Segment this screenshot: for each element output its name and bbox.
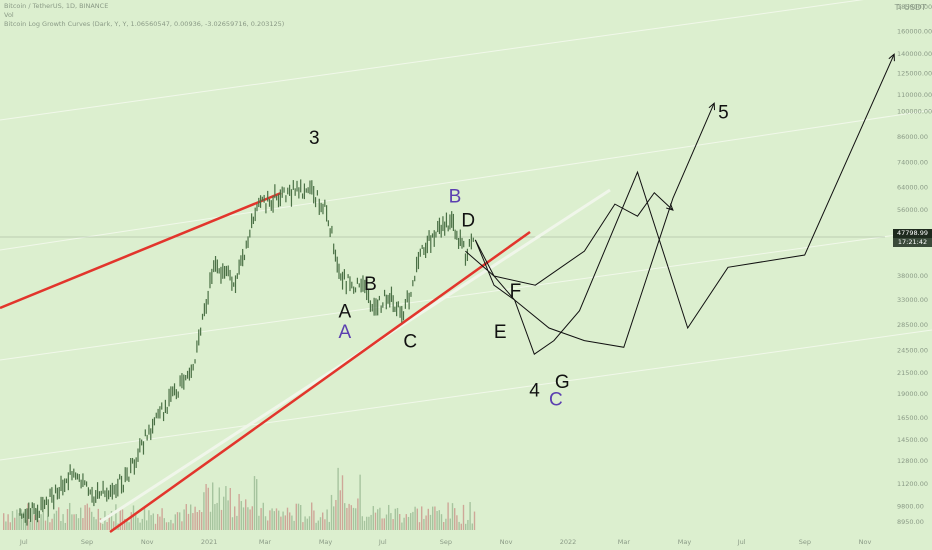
- wave-label-10: C: [549, 389, 563, 410]
- y-tick-label-14: 21500.00: [897, 369, 928, 377]
- top-right-label: Ti USDT: [894, 3, 926, 12]
- wave-label-8: E: [494, 322, 507, 343]
- wave-label-12: 5: [718, 102, 729, 123]
- y-tick-label-5: 100000.00: [897, 107, 932, 115]
- x-tick-label-11: May: [678, 538, 692, 546]
- x-tick-label-3: 2021: [201, 538, 218, 546]
- x-tick-label-5: May: [319, 538, 333, 546]
- y-tick-label-3: 125000.00: [897, 69, 932, 77]
- symbol-line: Bitcoin / TetherUS, 1D, BINANCE: [4, 2, 109, 10]
- x-tick-label-1: Sep: [81, 538, 93, 546]
- growth-band-0: [0, 0, 864, 121]
- y-tick-label-21: 8950.00: [897, 518, 924, 526]
- y-tick-label-6: 86000.00: [897, 133, 928, 141]
- y-tick-label-8: 64000.00: [897, 183, 928, 191]
- y-tick-label-17: 14500.00: [897, 436, 928, 444]
- projection-path-1: [474, 53, 895, 355]
- wave-label-7: F: [510, 281, 522, 302]
- y-tick-label-13: 24500.00: [897, 347, 928, 355]
- y-tick-label-15: 19000.00: [897, 390, 928, 398]
- projection-arrowhead-0: [708, 102, 716, 111]
- y-tick-label-1: 160000.00: [897, 27, 932, 35]
- y-tick-label-7: 74000.00: [897, 159, 928, 167]
- volume-label: Vol: [4, 11, 14, 19]
- wave-label-11: G: [555, 372, 570, 393]
- x-tick-label-13: Sep: [799, 538, 811, 546]
- y-tick-label-2: 140000.00: [897, 50, 932, 58]
- indicator-line: Bitcoin Log Growth Curves (Dark, Y, Y, 1…: [4, 20, 285, 28]
- projection-path-2: [465, 191, 674, 286]
- y-tick-label-9: 56000.00: [897, 206, 928, 214]
- last-price-tag: 47798.99: [893, 229, 932, 238]
- price-candles: [19, 179, 474, 526]
- x-tick-label-8: Nov: [500, 538, 513, 546]
- projection-arrowhead-2: [666, 203, 674, 211]
- x-tick-label-9: 2022: [560, 538, 577, 546]
- wave-label-0: 3: [309, 128, 320, 149]
- y-tick-label-11: 33000.00: [897, 296, 928, 304]
- growth-band-2: [0, 229, 932, 361]
- resistance-trendline: [0, 191, 282, 310]
- projection-arrowhead-1: [888, 53, 895, 62]
- wave-label-6: D: [461, 210, 475, 231]
- wave-label-1: B: [364, 274, 377, 295]
- x-tick-label-6: Jul: [378, 538, 387, 546]
- wave-label-4: C: [403, 332, 417, 353]
- bar-countdown: 17:21:42: [893, 238, 932, 247]
- y-tick-label-4: 110000.00: [897, 91, 932, 99]
- y-tick-label-0: 185000.00: [897, 3, 932, 11]
- y-tick-label-20: 9800.00: [897, 503, 924, 511]
- x-tick-label-10: Mar: [618, 538, 631, 546]
- growth-band-3: [0, 329, 932, 461]
- growth-band-1: [0, 109, 932, 251]
- x-tick-label-0: Jul: [19, 538, 28, 546]
- x-tick-label-4: Mar: [259, 538, 272, 546]
- y-tick-label-18: 12800.00: [897, 457, 928, 465]
- y-tick-label-12: 28500.00: [897, 321, 928, 329]
- wave-label-5: B: [449, 187, 462, 208]
- x-tick-label-12: Jul: [737, 538, 746, 546]
- y-tick-label-19: 11200.00: [897, 480, 928, 488]
- x-tick-label-2: Nov: [141, 538, 154, 546]
- volume-bars: [3, 467, 476, 530]
- wave-label-2: A: [339, 302, 352, 323]
- y-tick-label-10: 38000.00: [897, 272, 928, 280]
- projection-path-0: [474, 102, 715, 348]
- support-trendline: [109, 230, 531, 534]
- wave-label-9: 4: [529, 381, 540, 402]
- x-tick-label-7: Sep: [440, 538, 452, 546]
- x-tick-label-14: Nov: [859, 538, 872, 546]
- y-tick-label-16: 16500.00: [897, 414, 928, 422]
- wave-label-3: A: [339, 322, 352, 343]
